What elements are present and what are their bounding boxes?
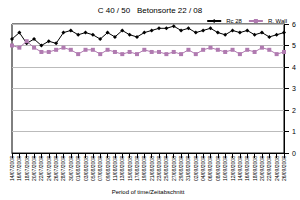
svg-text:2: 2: [292, 107, 296, 114]
svg-text:22/07/2008: 22/07/2008: [38, 156, 44, 181]
svg-text:5: 5: [292, 42, 296, 49]
svg-text:18/07/2008: 18/07/2008: [24, 156, 30, 181]
svg-text:11/08/2008: 11/08/2008: [112, 156, 118, 181]
svg-text:16/09/2008: 16/09/2008: [244, 156, 250, 181]
svg-text:29/08/2008: 29/08/2008: [178, 156, 184, 181]
svg-text:1: 1: [292, 128, 296, 135]
svg-text:3: 3: [292, 85, 296, 92]
svg-text:Period of time/Zeitabschnitt: Period of time/Zeitabschnitt: [112, 189, 185, 195]
svg-text:19/08/2008: 19/08/2008: [141, 156, 147, 181]
svg-text:20/07/2008: 20/07/2008: [31, 156, 37, 181]
svg-text:25/08/2008: 25/08/2008: [163, 156, 169, 181]
svg-text:4: 4: [292, 64, 296, 71]
svg-text:6: 6: [292, 21, 296, 28]
svg-text:26/09/2008: 26/09/2008: [281, 156, 287, 181]
svg-text:13/08/2008: 13/08/2008: [119, 156, 125, 181]
svg-text:R. Wall: R. Wall: [268, 18, 287, 24]
svg-text:07/08/2008: 07/08/2008: [97, 156, 103, 181]
svg-text:14/09/2008: 14/09/2008: [237, 156, 243, 181]
svg-text:10/09/2008: 10/09/2008: [222, 156, 228, 181]
svg-text:24/07/2008: 24/07/2008: [46, 156, 52, 181]
svg-text:05/08/2008: 05/08/2008: [90, 156, 96, 181]
svg-text:15/08/2008: 15/08/2008: [127, 156, 133, 181]
svg-text:14/07/2008: 14/07/2008: [9, 156, 15, 181]
svg-text:31/08/2008: 31/08/2008: [185, 156, 191, 181]
svg-text:03/08/2008: 03/08/2008: [83, 156, 89, 181]
svg-text:16/07/2008: 16/07/2008: [16, 156, 22, 181]
svg-text:01/08/2008: 01/08/2008: [75, 156, 81, 181]
svg-text:08/09/2008: 08/09/2008: [215, 156, 221, 181]
svg-text:21/08/2008: 21/08/2008: [149, 156, 155, 181]
svg-text:23/08/2008: 23/08/2008: [156, 156, 162, 181]
svg-text:27/08/2008: 27/08/2008: [171, 156, 177, 181]
svg-text:22/09/2008: 22/09/2008: [266, 156, 272, 181]
svg-text:20/09/2008: 20/09/2008: [259, 156, 265, 181]
svg-text:C 40 / 50 Betonsorte 22 / 08: C 40 / 50 Betonsorte 22 / 08: [98, 6, 203, 15]
svg-text:02/09/2008: 02/09/2008: [193, 156, 199, 181]
svg-text:26/07/2008: 26/07/2008: [53, 156, 59, 181]
svg-text:09/08/2008: 09/08/2008: [105, 156, 111, 181]
svg-text:17/08/2008: 17/08/2008: [134, 156, 140, 181]
svg-text:30/07/2008: 30/07/2008: [68, 156, 74, 181]
svg-text:06/09/2008: 06/09/2008: [207, 156, 213, 181]
svg-text:28/07/2008: 28/07/2008: [60, 156, 66, 181]
svg-text:04/09/2008: 04/09/2008: [200, 156, 206, 181]
svg-text:12/09/2008: 12/09/2008: [230, 156, 236, 181]
svg-text:18/09/2008: 18/09/2008: [252, 156, 258, 181]
svg-text:0: 0: [292, 150, 296, 157]
svg-text:Rc 28: Rc 28: [226, 18, 242, 24]
svg-text:24/09/2008: 24/09/2008: [274, 156, 280, 181]
